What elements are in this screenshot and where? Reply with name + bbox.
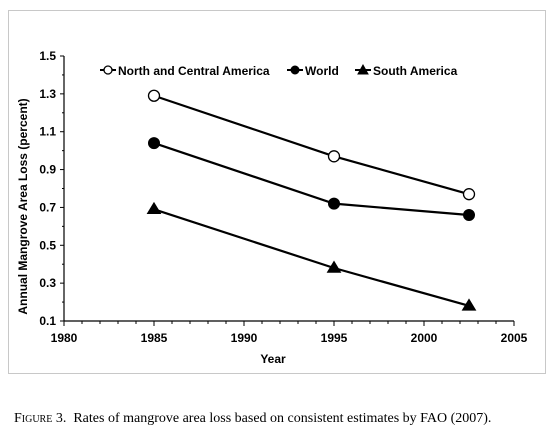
y-tick-label: 1.5 [39, 49, 56, 63]
x-tick-label: 1985 [141, 331, 168, 345]
legend-marker-0 [103, 65, 113, 75]
data-point-0-0 [147, 89, 161, 102]
legend-label-0: North and Central America [118, 64, 270, 78]
data-point-2-2 [461, 298, 477, 311]
data-point-0-1 [327, 150, 341, 163]
y-tick-label: 1.1 [39, 125, 56, 139]
x-tick-label: 1980 [51, 331, 78, 345]
series-line-0 [153, 94, 470, 196]
legend-label-2: South America [373, 64, 458, 78]
y-axis-title: Annual Mangrove Area Loss (percent) [16, 98, 30, 314]
figure-frame [8, 10, 546, 374]
series-line-2 [153, 208, 470, 307]
x-tick-label: 1995 [321, 331, 348, 345]
series-line-1 [153, 142, 470, 217]
figure-caption: Figure 3. Rates of mangrove area loss ba… [14, 411, 554, 427]
data-point-0-2 [462, 188, 476, 201]
caption-lead: Figure 3. [14, 411, 67, 426]
y-tick-label: 0.3 [39, 276, 56, 290]
legend-marker-2 [357, 63, 369, 75]
data-point-2-1 [326, 260, 342, 273]
y-tick-label: 0.1 [39, 314, 56, 328]
x-tick-label: 2005 [501, 331, 528, 345]
y-tick-label: 1.3 [39, 87, 56, 101]
data-point-1-1 [328, 197, 340, 210]
caption-text: Rates of mangrove area loss based on con… [73, 411, 492, 426]
x-tick-label: 2000 [411, 331, 438, 345]
data-point-1-2 [463, 209, 475, 221]
x-axis-title: Year [260, 352, 286, 366]
data-point-2-0 [146, 201, 162, 215]
y-tick-label: 0.5 [39, 238, 56, 252]
legend-marker-1 [290, 65, 300, 75]
mangrove-loss-chart: 0.1 0.3 0.5 0.7 0.9 1.1 1.3 1.5 1980 1985 1990 1995… [16, 49, 528, 366]
x-tick-label: 1990 [231, 331, 258, 345]
legend-label-1: World [305, 64, 339, 78]
y-tick-label: 0.9 [39, 163, 56, 177]
data-point-1-0 [148, 137, 160, 150]
y-tick-label: 0.7 [39, 200, 56, 214]
